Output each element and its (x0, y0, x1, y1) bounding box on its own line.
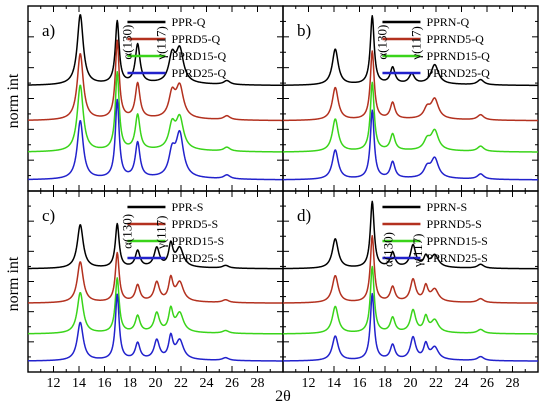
legend-label: PPRND5-Q (426, 32, 484, 46)
series-line-3 (28, 277, 283, 335)
series-line-1 (283, 15, 538, 87)
x-tick-label: 12 (302, 376, 316, 391)
y-axis-label-top: norm int (5, 73, 22, 128)
series-line-2 (28, 39, 283, 122)
legend-label: PPRND15-S (426, 234, 487, 248)
panel-3: c) PPR-S PPRD5-S PPRD15-S PPRD25-S α(130) γ(11… (27, 190, 284, 373)
x-tick-label: 26 (225, 376, 239, 391)
series-line-2 (28, 251, 283, 304)
series-line-4 (28, 293, 283, 362)
legend-label: PPRD15-Q (171, 49, 226, 63)
panel-label: c) (42, 206, 55, 225)
legend-label: PPR-S (171, 200, 203, 214)
x-tick-label: 20 (149, 376, 163, 391)
series-line-3 (283, 265, 538, 335)
series-line-3 (283, 81, 538, 153)
x-tick-label: 24 (455, 376, 469, 391)
legend-label: PPR-Q (171, 15, 205, 29)
panel-label: d) (297, 206, 311, 225)
y-axis-label-bottom: norm int (5, 256, 22, 311)
legend-label: PPRND25-Q (426, 66, 490, 80)
x-tick-label: 22 (429, 376, 443, 391)
peak-annotation: γ(117) (154, 215, 169, 249)
panels: a) PPR-Q PPRD5-Q PPRD15-Q PPRD25-Q α(130) γ(11… (27, 5, 539, 373)
peak-annotation: α(130) (119, 214, 134, 249)
x-tick-label: 12 (47, 376, 61, 391)
curves (283, 15, 538, 181)
series-line-1 (28, 14, 283, 87)
x-tick-label: 24 (200, 376, 214, 391)
legend-label: PPRD25-S (171, 251, 224, 265)
legend-label: PPRND15-Q (426, 49, 490, 63)
peak-annotation: α(130) (119, 25, 134, 60)
x-tick-labels: 12 14 16 18 20 22 24 26 28 12 14 16 18 20 22 24 26 28 (47, 376, 520, 391)
panel-2: b) PPRN-Q PPRND5-Q PPRND15-Q PPRND25-Q α(130)… (282, 5, 539, 192)
x-tick-label: 28 (506, 376, 520, 391)
peak-annotation: γ(117) (409, 26, 424, 60)
panel-label: b) (297, 21, 311, 40)
x-tick-label: 18 (123, 376, 137, 391)
peak-annotation: α(130) (374, 25, 389, 60)
series-line-1 (283, 200, 538, 270)
legend-label: PPRN-Q (426, 15, 469, 29)
curves (28, 14, 283, 181)
legend-label: PPRD5-S (171, 217, 218, 231)
peak-annotation: α(130) (381, 232, 396, 267)
legend-label: PPRD25-Q (171, 66, 226, 80)
x-tick-label: 20 (404, 376, 418, 391)
x-tick-label: 14 (72, 376, 86, 391)
series-line-2 (283, 234, 538, 304)
legend-label: PPRD15-S (171, 234, 224, 248)
panel-4: d) PPRN-S PPRND5-S PPRND15-S PPRND25-S α(130)… (282, 190, 539, 373)
x-tick-label: 16 (98, 376, 112, 391)
series-line-4 (28, 98, 283, 181)
panel-1: a) PPR-Q PPRD5-Q PPRD15-Q PPRD25-Q α(130) γ(11… (27, 5, 284, 192)
series-line-1 (28, 222, 283, 270)
x-tick-label: 28 (251, 376, 265, 391)
x-tick-label: 14 (327, 376, 341, 391)
legend-label: PPRD5-Q (171, 32, 220, 46)
x-tick-label: 16 (353, 376, 367, 391)
x-tick-label: 18 (378, 376, 392, 391)
panel-label: a) (42, 21, 55, 40)
x-tick-label: 22 (174, 376, 188, 391)
curves (28, 222, 283, 362)
legend-label: PPRN-S (426, 200, 467, 214)
peak-annotation: γ(117) (154, 26, 169, 60)
series-line-2 (283, 50, 538, 122)
legend-label: PPRND5-S (426, 217, 481, 231)
x-axis-label: 2θ (275, 388, 291, 405)
series-line-4 (283, 292, 538, 362)
peak-annotation: γ(117) (410, 234, 425, 268)
series-line-3 (28, 70, 283, 153)
series-line-4 (283, 109, 538, 181)
x-tick-label: 26 (480, 376, 494, 391)
curves (283, 200, 538, 362)
legend-label: PPRND25-S (426, 251, 487, 265)
